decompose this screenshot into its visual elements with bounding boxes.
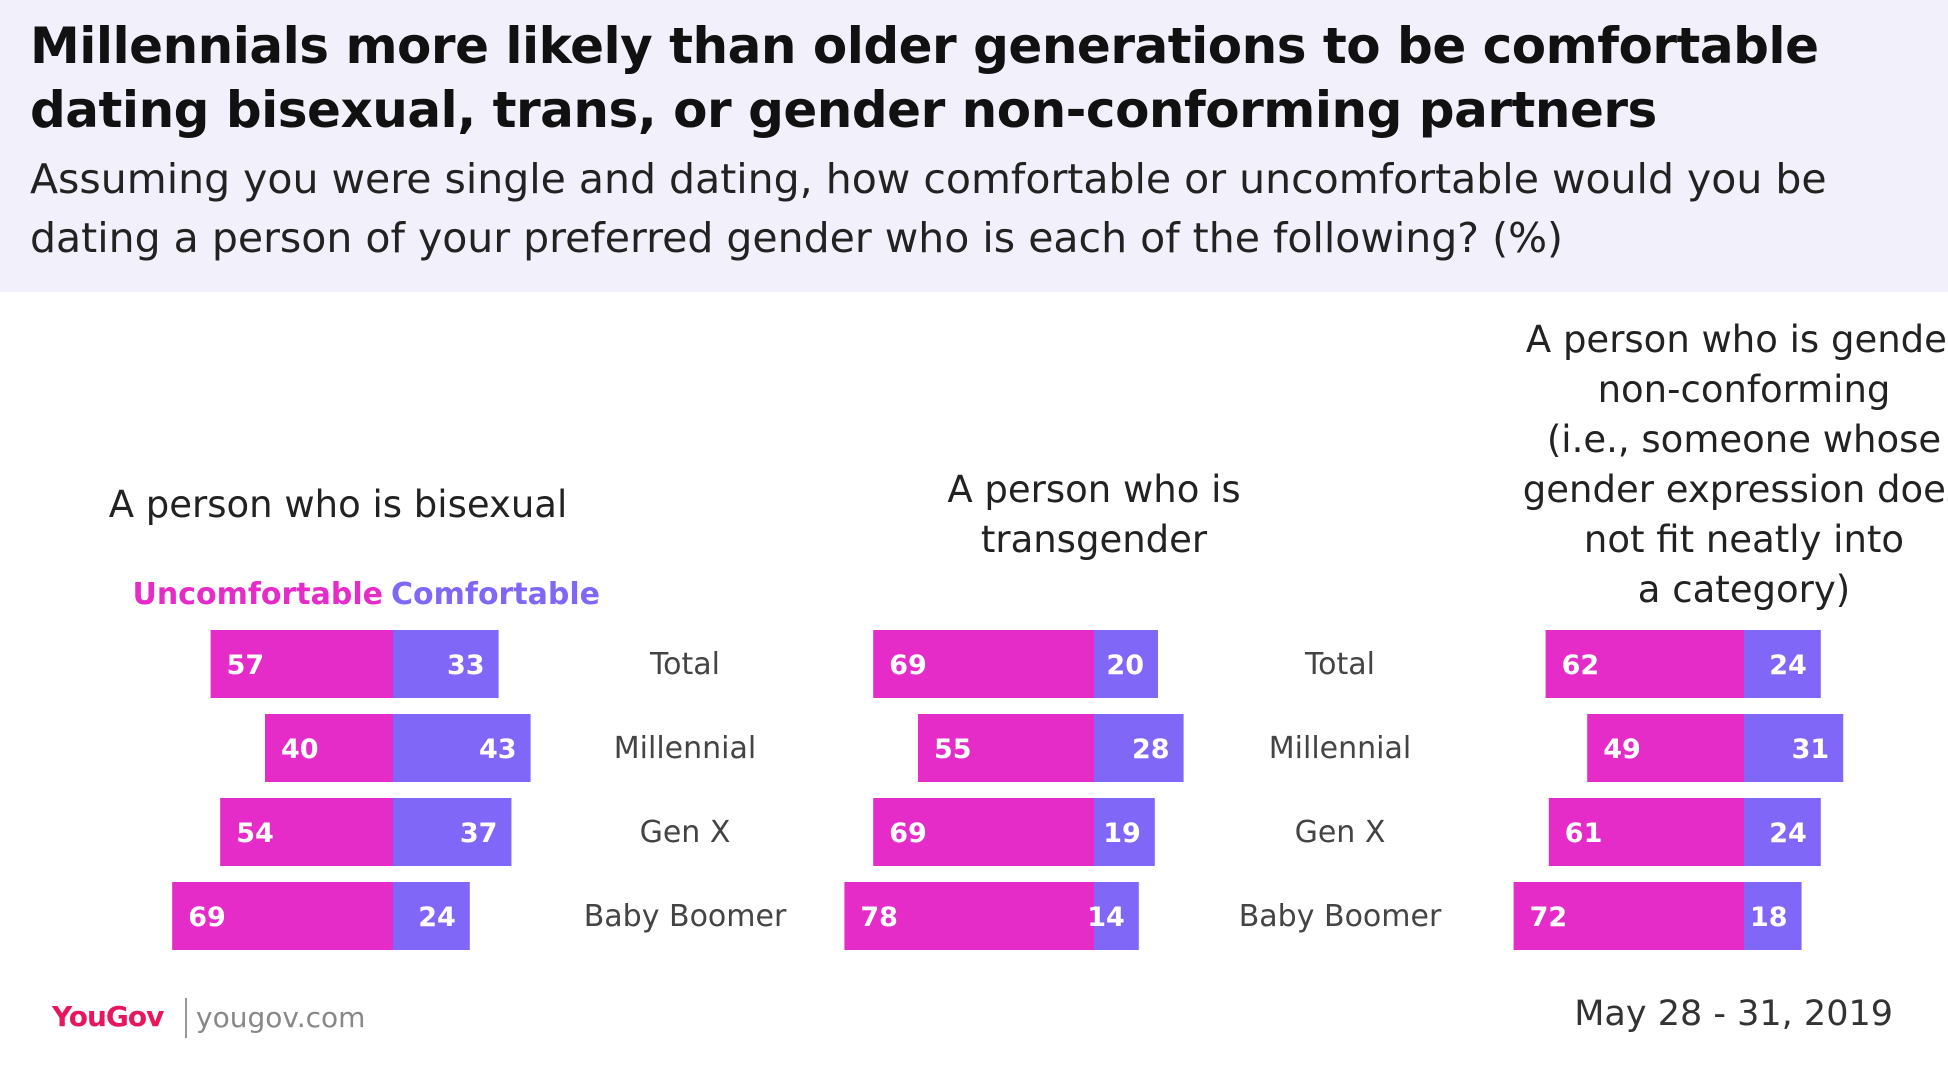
value-label-comfortable: 37: [460, 818, 498, 849]
category-label: Gen X: [640, 815, 731, 850]
value-label-uncomfortable: 61: [1565, 818, 1603, 849]
panel-title-line: not fit neatly into: [1584, 518, 1904, 561]
value-label-uncomfortable: 49: [1603, 734, 1641, 765]
yougov-logo: YouGov: [52, 1000, 164, 1033]
bar-comfortable: [1744, 882, 1802, 950]
survey-date: May 28 - 31, 2019: [1574, 994, 1893, 1034]
panel-title-line: a category): [1638, 568, 1850, 611]
value-label-uncomfortable: 40: [281, 734, 319, 765]
bar-uncomfortable: [172, 882, 393, 950]
bar-uncomfortable: [918, 714, 1094, 782]
chart-title: Millennials more likely than older gener…: [30, 17, 1819, 139]
bar-uncomfortable: [1587, 714, 1744, 782]
panel-title-line: A person who is: [947, 468, 1240, 511]
category-label: Millennial: [1269, 731, 1411, 766]
bar-uncomfortable: [1545, 630, 1744, 698]
value-label-uncomfortable: 69: [889, 818, 927, 849]
bar-uncomfortable: [220, 798, 393, 866]
value-label-comfortable: 14: [1087, 902, 1125, 933]
bar-uncomfortable: [265, 714, 393, 782]
value-label-uncomfortable: 57: [227, 650, 265, 681]
bar-comfortable: [393, 630, 499, 698]
value-label-comfortable: 20: [1106, 650, 1144, 681]
category-label: Total: [649, 647, 720, 682]
value-label-uncomfortable: 62: [1562, 650, 1600, 681]
value-label-comfortable: 33: [447, 650, 485, 681]
panel-title-line: (i.e., someone whose: [1547, 418, 1941, 461]
panel-title-line: gender expression does: [1523, 468, 1948, 511]
bar-uncomfortable: [1548, 798, 1744, 866]
value-label-uncomfortable: 78: [860, 902, 898, 933]
bar-comfortable: [1094, 714, 1184, 782]
legend-uncomfortable: Uncomfortable: [132, 577, 383, 612]
value-label-comfortable: 24: [1769, 818, 1807, 849]
bar-comfortable: [393, 798, 512, 866]
value-label-comfortable: 24: [1769, 650, 1807, 681]
header: Millennials more likely than older gener…: [0, 0, 1948, 292]
category-label: Total: [1304, 647, 1375, 682]
value-label-comfortable: 31: [1792, 734, 1830, 765]
value-label-comfortable: 18: [1750, 902, 1788, 933]
value-label-uncomfortable: 72: [1530, 902, 1568, 933]
bar-comfortable: [1744, 630, 1821, 698]
value-label-comfortable: 43: [479, 734, 517, 765]
value-label-comfortable: 19: [1103, 818, 1141, 849]
bar-comfortable: [1744, 798, 1821, 866]
bar-uncomfortable: [873, 630, 1094, 698]
panel-title-line: transgender: [981, 518, 1208, 561]
panel-title-line: A person who is bisexual: [109, 483, 568, 526]
value-label-comfortable: 28: [1132, 734, 1170, 765]
value-label-uncomfortable: 55: [934, 734, 972, 765]
chart-area: A person who is bisexual 57 33 40 43 54 37 69 24…: [109, 318, 1948, 950]
bar-comfortable: [393, 714, 531, 782]
footer-url: yougov.com: [196, 1001, 366, 1034]
bar-uncomfortable: [844, 882, 1094, 950]
category-label: Millennial: [614, 731, 756, 766]
category-label: Baby Boomer: [584, 899, 787, 934]
panel-title-line: non-conforming: [1598, 368, 1891, 411]
panel-title-line: A person who is gender: [1526, 318, 1948, 361]
value-label-uncomfortable: 69: [188, 902, 226, 933]
category-label: Gen X: [1295, 815, 1386, 850]
bar-uncomfortable: [1513, 882, 1744, 950]
bar-comfortable: [1094, 630, 1158, 698]
footer-divider: [185, 998, 187, 1038]
value-label-uncomfortable: 54: [236, 818, 274, 849]
chart-subtitle: Assuming you were single and dating, how…: [30, 155, 1827, 262]
value-label-uncomfortable: 69: [889, 650, 927, 681]
bar-uncomfortable: [873, 798, 1094, 866]
bar-comfortable: [1744, 714, 1844, 782]
bar-comfortable: [1094, 798, 1155, 866]
legend-comfortable: Comfortable: [391, 577, 600, 612]
bar-uncomfortable: [210, 630, 393, 698]
bar-comfortable: [1094, 882, 1139, 950]
bar-comfortable: [393, 882, 470, 950]
category-label: Baby Boomer: [1239, 899, 1442, 934]
value-label-comfortable: 24: [418, 902, 456, 933]
